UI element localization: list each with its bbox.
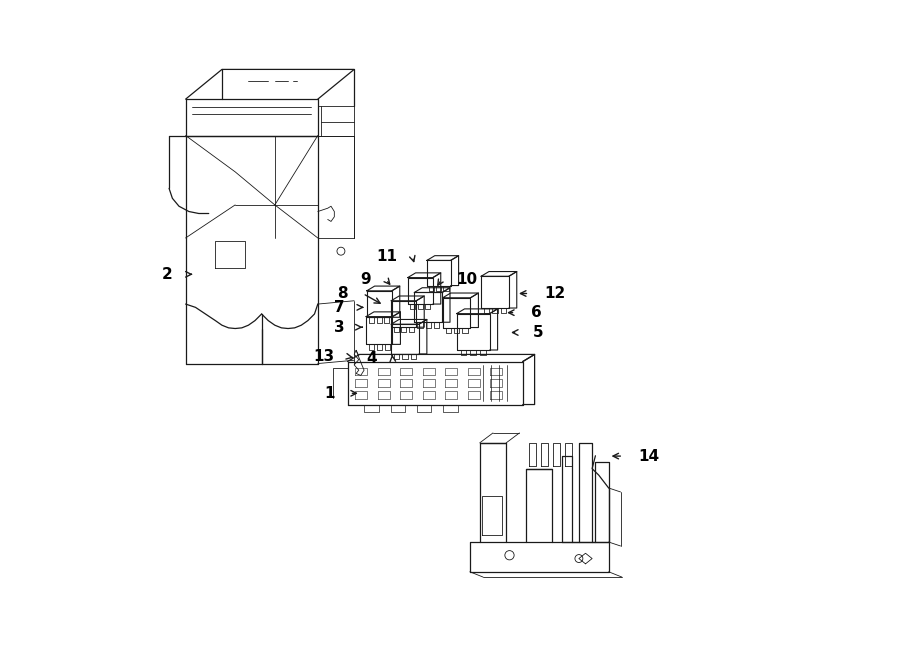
- Text: 6: 6: [531, 305, 542, 320]
- Text: 7: 7: [334, 300, 344, 315]
- Text: 4: 4: [366, 351, 377, 366]
- Text: 2: 2: [162, 267, 173, 282]
- Text: 13: 13: [313, 350, 334, 364]
- Text: 10: 10: [456, 272, 478, 287]
- Text: 9: 9: [360, 272, 371, 287]
- Text: 14: 14: [638, 449, 660, 463]
- Text: 12: 12: [544, 286, 566, 301]
- Text: 11: 11: [376, 249, 397, 264]
- Text: 5: 5: [533, 325, 544, 340]
- Text: 8: 8: [337, 286, 347, 301]
- Text: 3: 3: [334, 320, 344, 334]
- Text: 1: 1: [324, 386, 334, 401]
